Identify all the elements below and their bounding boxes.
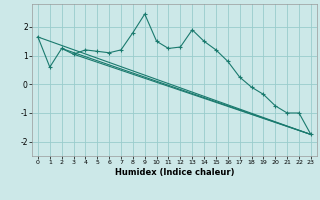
X-axis label: Humidex (Indice chaleur): Humidex (Indice chaleur) bbox=[115, 168, 234, 177]
